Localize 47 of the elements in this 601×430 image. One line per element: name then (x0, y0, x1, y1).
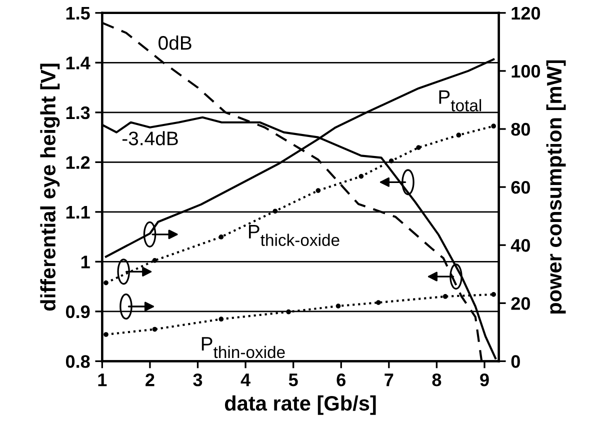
x-tick-label: 5 (288, 374, 298, 386)
point (218, 234, 224, 240)
y2-tick-label: 20 (511, 297, 530, 310)
point (104, 332, 108, 337)
x-axis-title: data rate [Gb/s] (224, 395, 376, 415)
point (152, 258, 158, 263)
x-tick-label: 8 (432, 373, 442, 386)
series-label: -3.4dB (122, 131, 178, 146)
x-tick-label: 2 (146, 373, 154, 386)
y-tick-label: 0.9 (66, 305, 90, 318)
x-tick-label: 1 (98, 374, 107, 386)
y-tick-label: 0.8 (66, 355, 90, 368)
y2-axis-title: power consumption [mW] (546, 60, 566, 314)
y2-tick-label: 120 (512, 6, 540, 20)
point (491, 124, 496, 129)
x-tick-label: 3 (193, 373, 202, 386)
y2-tick-label: 0 (511, 355, 520, 368)
y-tick-label: 1.3 (66, 106, 90, 120)
point (152, 326, 158, 332)
point (358, 174, 364, 179)
point (104, 280, 108, 286)
point (286, 309, 291, 314)
point (316, 188, 321, 193)
x-tick-label: 9 (480, 373, 489, 386)
y-tick-label: 1.5 (66, 7, 90, 20)
x-tick-label: 6 (336, 373, 346, 386)
point (336, 304, 341, 308)
y-tick-label: 1.4 (66, 56, 90, 70)
y-tick-label: 1 (81, 256, 90, 268)
y-tick-label: 1.1 (66, 206, 90, 218)
y-axis-title: differential eye height [V] (40, 64, 60, 311)
point (442, 294, 448, 299)
point (272, 208, 278, 214)
point (491, 292, 496, 297)
y2-tick-label: 80 (511, 122, 530, 136)
y2-tick-label: 100 (512, 64, 540, 78)
point (416, 145, 421, 150)
x-tick-label: 7 (384, 374, 394, 386)
point (388, 158, 394, 164)
y2-tick-label: 60 (511, 180, 530, 194)
point (218, 316, 224, 322)
y2-tick-label: 40 (510, 239, 530, 252)
series-label: 0dB (158, 36, 192, 50)
x-tick-label: 4 (240, 374, 250, 386)
point (456, 132, 462, 138)
y-tick-label: 1.2 (66, 156, 90, 169)
point (376, 300, 381, 305)
